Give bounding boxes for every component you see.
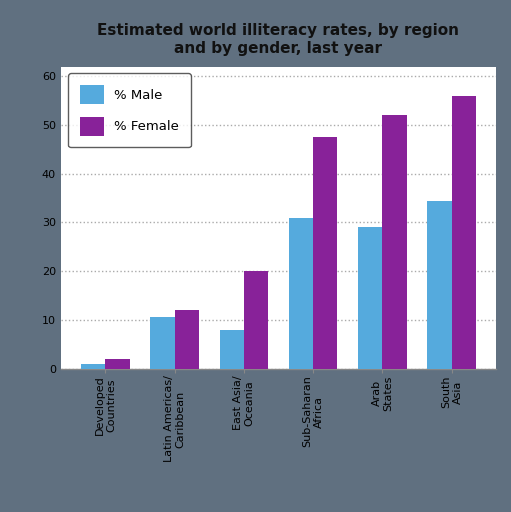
Legend: % Male, % Female: % Male, % Female xyxy=(68,73,191,147)
Bar xyxy=(175,310,199,369)
Bar xyxy=(220,330,244,369)
Bar xyxy=(427,201,452,369)
Title: Estimated world illiteracy rates, by region
and by gender, last year: Estimated world illiteracy rates, by reg… xyxy=(98,23,459,56)
Bar xyxy=(244,271,268,369)
Bar xyxy=(81,364,105,369)
Bar xyxy=(358,227,382,369)
Bar xyxy=(313,137,337,369)
Bar xyxy=(382,115,407,369)
Bar xyxy=(452,96,476,369)
Bar xyxy=(289,218,313,369)
Bar xyxy=(105,359,130,369)
Bar xyxy=(150,317,175,369)
